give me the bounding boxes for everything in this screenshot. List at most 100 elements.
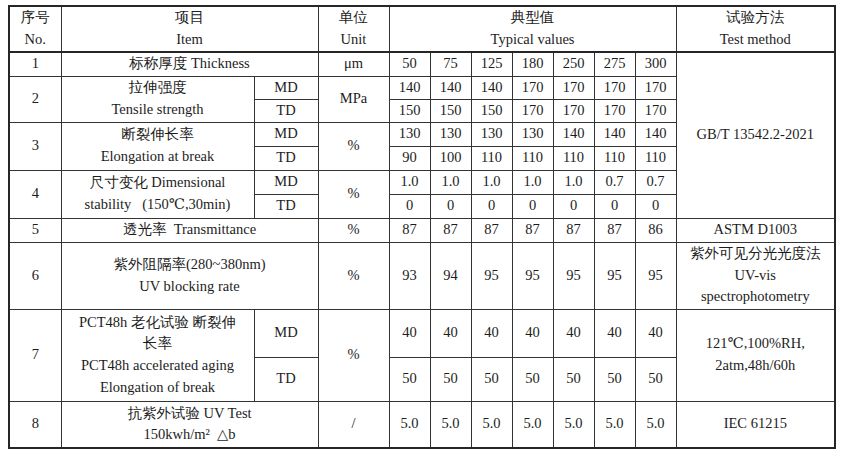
unit-cell: % <box>318 309 389 401</box>
value-cell: 5.0 <box>553 401 594 448</box>
serial-cell: 2 <box>9 76 61 122</box>
item-cell: 尺寸变化 Dimensional stability (150℃,30min) <box>61 170 254 218</box>
value-cell: 5.0 <box>512 401 553 448</box>
method-cell-pct: 121℃,100%RH, 2atm,48h/60h <box>676 309 835 401</box>
value-cell: 50 <box>512 357 553 401</box>
serial-cell: 3 <box>9 122 61 170</box>
value-cell: 140 <box>430 76 471 99</box>
item-cell: 拉伸强度 Tensile strength <box>61 76 254 122</box>
value-cell: 5.0 <box>635 401 676 448</box>
value-cell: 110 <box>471 146 512 170</box>
value-cell: 170 <box>635 76 676 99</box>
value-cell: 40 <box>430 309 471 357</box>
unit-cell: % <box>318 218 389 242</box>
value-cell: 150 <box>471 99 512 122</box>
value-cell: 5.0 <box>389 401 430 448</box>
value-cell: 95 <box>553 242 594 309</box>
item-cell: 透光率 Transmittance <box>61 218 318 242</box>
value-cell: 140 <box>553 122 594 146</box>
value-cell: 110 <box>635 146 676 170</box>
value-cell: 75 <box>430 52 471 76</box>
value-cell: 130 <box>389 122 430 146</box>
value-cell: 1.0 <box>389 170 430 194</box>
table-row-uv-blocking: 6 紫外阻隔率(280~380nm) UV blocking rate % 93… <box>9 242 835 309</box>
value-cell: 1.0 <box>430 170 471 194</box>
value-cell: 170 <box>594 76 635 99</box>
value-cell: 1.0 <box>512 170 553 194</box>
value-cell: 170 <box>635 99 676 122</box>
value-cell: 40 <box>635 309 676 357</box>
value-cell: 0 <box>430 194 471 218</box>
serial-cell: 7 <box>9 309 61 401</box>
item-cell: 紫外阻隔率(280~380nm) UV blocking rate <box>61 242 318 309</box>
value-cell: 94 <box>430 242 471 309</box>
direction-cell: MD <box>254 309 318 357</box>
value-cell: 40 <box>389 309 430 357</box>
direction-cell: TD <box>254 194 318 218</box>
value-cell: 170 <box>553 99 594 122</box>
value-cell: 50 <box>389 357 430 401</box>
value-cell: 100 <box>430 146 471 170</box>
value-cell: 40 <box>512 309 553 357</box>
value-cell: 300 <box>635 52 676 76</box>
value-cell: 87 <box>553 218 594 242</box>
unit-cell: % <box>318 122 389 170</box>
serial-cell: 8 <box>9 401 61 448</box>
unit-cell: % <box>318 170 389 218</box>
item-cell: PCT48h 老化试验 断裂伸 长率 PCT48h accelerated ag… <box>61 309 254 401</box>
value-cell: 95 <box>471 242 512 309</box>
method-cell-uvvis: 紫外可见分光光度法 UV-vis spectrophotometry <box>676 242 835 309</box>
value-cell: 170 <box>512 76 553 99</box>
value-cell: 40 <box>594 309 635 357</box>
value-cell: 0.7 <box>635 170 676 194</box>
method-cell-iec: IEC 61215 <box>676 401 835 448</box>
value-cell: 5.0 <box>471 401 512 448</box>
serial-cell: 6 <box>9 242 61 309</box>
value-cell: 0 <box>635 194 676 218</box>
value-cell: 275 <box>594 52 635 76</box>
value-cell: 0 <box>471 194 512 218</box>
header-row: 序号 No. 项目 Item 单位 Unit 典型值 Typical value… <box>9 6 835 52</box>
value-cell: 5.0 <box>594 401 635 448</box>
value-cell: 50 <box>594 357 635 401</box>
document-page: 序号 No. 项目 Item 单位 Unit 典型值 Typical value… <box>0 0 841 449</box>
table-row-thickness: 1 标称厚度 Thickness μm 50 75 125 180 250 27… <box>9 52 835 76</box>
value-cell: 110 <box>594 146 635 170</box>
value-cell: 0 <box>594 194 635 218</box>
value-cell: 90 <box>389 146 430 170</box>
direction-cell: MD <box>254 76 318 99</box>
value-cell: 130 <box>430 122 471 146</box>
unit-cell: / <box>318 401 389 448</box>
unit-cell: MPa <box>318 76 389 122</box>
header-test-method: 试验方法 Test method <box>676 6 835 52</box>
value-cell: 87 <box>389 218 430 242</box>
value-cell: 150 <box>389 99 430 122</box>
value-cell: 93 <box>389 242 430 309</box>
header-typical-values: 典型值 Typical values <box>389 6 676 52</box>
table-row-transmittance: 5 透光率 Transmittance % 87 87 87 87 87 87 … <box>9 218 835 242</box>
value-cell: 50 <box>471 357 512 401</box>
unit-cell: μm <box>318 52 389 76</box>
direction-cell: MD <box>254 170 318 194</box>
serial-cell: 1 <box>9 52 61 76</box>
value-cell: 170 <box>594 99 635 122</box>
value-cell: 1.0 <box>553 170 594 194</box>
value-cell: 95 <box>594 242 635 309</box>
value-cell: 140 <box>471 76 512 99</box>
value-cell: 170 <box>553 76 594 99</box>
table-row-uv-test: 8 抗紫外试验 UV Test 150kwh/m² △b / 5.0 5.0 5… <box>9 401 835 448</box>
item-cell: 断裂伸长率 Elongation at break <box>61 122 254 170</box>
item-cell: 标称厚度 Thickness <box>61 52 318 76</box>
serial-cell: 4 <box>9 170 61 218</box>
value-cell: 140 <box>389 76 430 99</box>
value-cell: 110 <box>512 146 553 170</box>
value-cell: 87 <box>430 218 471 242</box>
header-item: 项目 Item <box>61 6 318 52</box>
value-cell: 250 <box>553 52 594 76</box>
method-cell-astm: ASTM D1003 <box>676 218 835 242</box>
method-cell-gbt: GB/T 13542.2-2021 <box>676 52 835 218</box>
value-cell: 50 <box>553 357 594 401</box>
value-cell: 86 <box>635 218 676 242</box>
value-cell: 140 <box>635 122 676 146</box>
value-cell: 130 <box>512 122 553 146</box>
